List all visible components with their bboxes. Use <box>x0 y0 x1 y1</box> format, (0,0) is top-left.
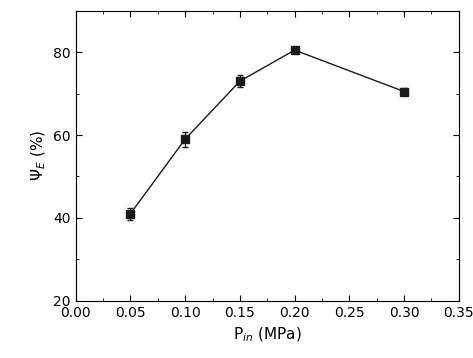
X-axis label: P$_{in}$ (MPa): P$_{in}$ (MPa) <box>233 325 302 344</box>
Y-axis label: Ψ$_{E}$ (%): Ψ$_{E}$ (%) <box>29 130 48 182</box>
